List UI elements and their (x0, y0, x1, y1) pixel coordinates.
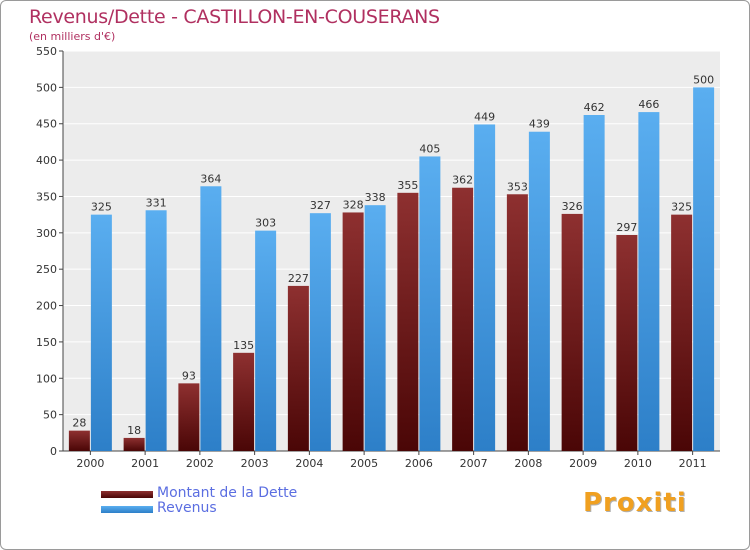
bar-revenus (419, 156, 441, 452)
data-label-revenus: 327 (310, 199, 331, 212)
data-label-revenus: 439 (529, 118, 550, 131)
data-label-dette: 227 (288, 272, 309, 285)
bar-revenus (90, 214, 112, 451)
bar-dette (671, 214, 693, 451)
data-label-revenus: 405 (419, 142, 440, 155)
bar-dette (178, 383, 200, 451)
bar-dette (342, 212, 364, 451)
x-tick-label: 2000 (76, 457, 104, 470)
data-label-dette: 93 (182, 369, 196, 382)
bar-dette (233, 352, 255, 451)
proxiti-logo: Proxiti (583, 488, 687, 518)
chart-subtitle: (en milliers d'€) (29, 30, 116, 43)
data-label-dette: 28 (72, 417, 86, 430)
data-label-dette: 297 (616, 221, 637, 234)
bar-revenus (528, 131, 550, 451)
x-tick-label: 2002 (186, 457, 214, 470)
legend-label-revenus: Revenus (157, 500, 217, 516)
data-label-dette: 353 (507, 180, 528, 193)
bar-revenus (638, 112, 660, 451)
data-label-dette: 135 (233, 339, 254, 352)
x-tick-label: 2009 (569, 457, 597, 470)
data-label-revenus: 449 (474, 110, 495, 123)
x-tick-label: 2006 (405, 457, 433, 470)
x-tick-label: 2004 (295, 457, 323, 470)
bar-revenus (693, 87, 715, 451)
bar-revenus (200, 186, 222, 452)
data-label-revenus: 466 (638, 98, 659, 111)
x-tick-label: 2003 (241, 457, 269, 470)
data-label-revenus: 500 (693, 73, 714, 86)
data-label-dette: 355 (397, 179, 418, 192)
legend-label-dette: Montant de la Dette (157, 485, 298, 501)
y-tick-label: 100 (36, 372, 57, 385)
x-tick-label: 2008 (514, 457, 542, 470)
data-label-revenus: 303 (255, 217, 276, 230)
y-tick-label: 400 (36, 154, 57, 167)
bar-dette (397, 192, 419, 451)
y-tick-label: 500 (36, 81, 57, 94)
legend-swatch-dette (101, 491, 153, 498)
y-tick-label: 0 (50, 445, 57, 458)
bar-revenus (309, 213, 331, 451)
data-label-dette: 325 (671, 201, 692, 214)
data-label-revenus: 325 (91, 201, 112, 214)
bar-dette (616, 235, 638, 451)
plot-background (63, 51, 720, 451)
y-tick-label: 250 (36, 263, 57, 276)
bar-dette (68, 430, 90, 451)
x-tick-label: 2001 (131, 457, 159, 470)
y-tick-label: 150 (36, 336, 57, 349)
legend-swatch-revenus (101, 506, 153, 513)
bar-dette (561, 213, 583, 451)
data-label-dette: 362 (452, 174, 473, 187)
data-label-dette: 328 (343, 198, 364, 211)
y-tick-label: 300 (36, 227, 57, 240)
bar-revenus (255, 230, 277, 451)
data-label-revenus: 462 (584, 101, 605, 114)
data-label-revenus: 338 (365, 191, 386, 204)
x-tick-label: 2011 (679, 457, 707, 470)
x-tick-label: 2007 (460, 457, 488, 470)
bar-dette (287, 285, 309, 451)
chart-title: Revenus/Dette - CASTILLON-EN-COUSERANS (29, 6, 440, 28)
y-tick-label: 550 (36, 45, 57, 58)
data-label-dette: 18 (127, 424, 141, 437)
bar-revenus (474, 124, 496, 452)
x-tick-label: 2005 (350, 457, 378, 470)
y-tick-label: 200 (36, 300, 57, 313)
bar-revenus (583, 115, 605, 451)
data-label-dette: 326 (562, 200, 583, 213)
bar-dette (123, 437, 145, 451)
bar-dette (452, 187, 474, 451)
y-tick-label: 450 (36, 118, 57, 131)
y-tick-label: 350 (36, 190, 57, 203)
data-label-revenus: 364 (200, 172, 221, 185)
bar-dette (506, 194, 528, 452)
y-tick-label: 50 (43, 409, 57, 422)
data-label-revenus: 331 (146, 196, 167, 209)
bar-revenus (364, 205, 386, 451)
bar-revenus (145, 210, 167, 451)
x-tick-label: 2010 (624, 457, 652, 470)
